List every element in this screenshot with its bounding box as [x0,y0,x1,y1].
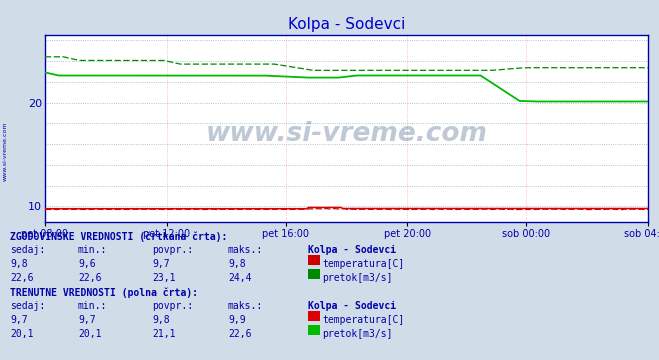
Text: maks.:: maks.: [228,245,263,255]
Text: 24,4: 24,4 [228,273,252,283]
Text: TRENUTNE VREDNOSTI (polna črta):: TRENUTNE VREDNOSTI (polna črta): [10,287,198,297]
Text: sedaj:: sedaj: [10,301,45,311]
Text: sedaj:: sedaj: [10,245,45,255]
Text: ZGODOVINSKE VREDNOSTI (črtkana črta):: ZGODOVINSKE VREDNOSTI (črtkana črta): [10,231,227,242]
Text: 9,8: 9,8 [10,259,28,269]
Text: Kolpa - Sodevci: Kolpa - Sodevci [308,245,396,255]
Text: min.:: min.: [78,301,107,311]
Text: 9,8: 9,8 [152,315,169,325]
Text: Kolpa - Sodevci: Kolpa - Sodevci [308,301,396,311]
Text: 20,1: 20,1 [10,329,34,339]
Text: 23,1: 23,1 [152,273,175,283]
Title: Kolpa - Sodevci: Kolpa - Sodevci [288,17,405,32]
Text: pretok[m3/s]: pretok[m3/s] [322,329,393,339]
Text: 21,1: 21,1 [152,329,175,339]
Text: 20,1: 20,1 [78,329,101,339]
Text: 22,6: 22,6 [228,329,252,339]
Text: maks.:: maks.: [228,301,263,311]
Text: 9,8: 9,8 [228,259,246,269]
Text: 9,9: 9,9 [228,315,246,325]
Text: 22,6: 22,6 [10,273,34,283]
Text: temperatura[C]: temperatura[C] [322,259,404,269]
Text: www.si-vreme.com: www.si-vreme.com [206,121,488,147]
Text: min.:: min.: [78,245,107,255]
Text: 9,7: 9,7 [152,259,169,269]
Text: povpr.:: povpr.: [152,301,193,311]
Text: 9,6: 9,6 [78,259,96,269]
Text: www.si-vreme.com: www.si-vreme.com [3,121,8,181]
Text: povpr.:: povpr.: [152,245,193,255]
Text: temperatura[C]: temperatura[C] [322,315,404,325]
Text: 22,6: 22,6 [78,273,101,283]
Text: pretok[m3/s]: pretok[m3/s] [322,273,393,283]
Text: 9,7: 9,7 [10,315,28,325]
Text: 9,7: 9,7 [78,315,96,325]
